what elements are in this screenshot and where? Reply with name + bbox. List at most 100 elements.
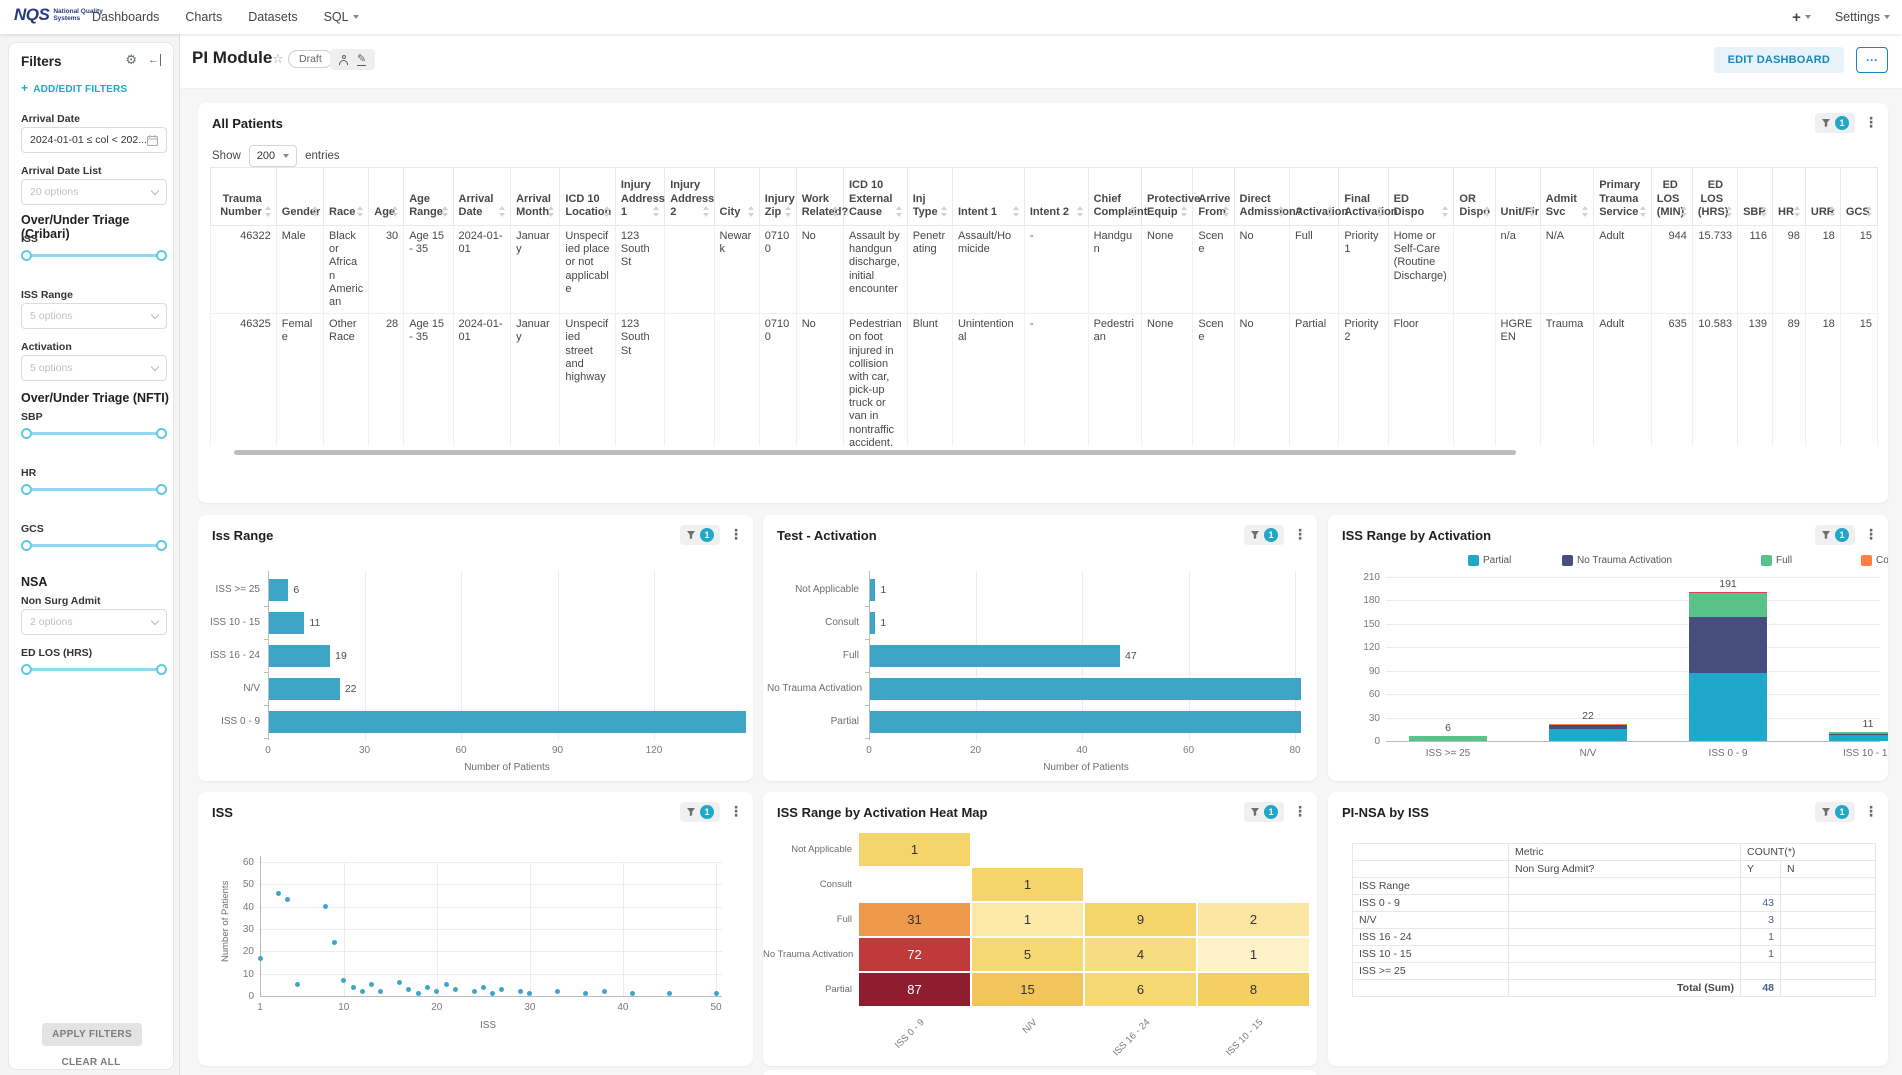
column-header[interactable]: Protective Equip (1141, 167, 1200, 226)
iss-range-select[interactable]: 5 options (21, 303, 167, 329)
nav-dashboards[interactable]: Dashboards (92, 10, 160, 24)
bar-segment[interactable] (1689, 592, 1767, 617)
column-header[interactable]: HR (1772, 167, 1806, 226)
column-header[interactable]: Gender (275, 167, 325, 226)
more-options-button[interactable]: ··· (1856, 47, 1888, 73)
data-point[interactable] (518, 989, 524, 995)
column-header[interactable]: Age (368, 167, 405, 226)
activation-select[interactable]: 5 options (21, 355, 167, 381)
column-header[interactable]: ICD 10 Location (559, 167, 616, 226)
heat-cell[interactable] (858, 867, 971, 902)
heat-cell[interactable]: 5 (971, 937, 1084, 972)
kebab-menu-icon[interactable]: ⋮ (1293, 804, 1307, 820)
data-point[interactable] (359, 989, 365, 995)
heat-cell[interactable]: 9 (1084, 902, 1197, 937)
data-point[interactable] (276, 890, 282, 896)
user-icon[interactable] (339, 54, 348, 65)
heat-cell[interactable] (1084, 832, 1197, 867)
bar[interactable] (870, 578, 876, 601)
bar-segment[interactable] (1549, 724, 1627, 726)
column-header[interactable]: Primary Trauma Service (1593, 167, 1652, 226)
heat-cell[interactable] (1197, 832, 1310, 867)
column-header[interactable]: Intent 1 (951, 167, 1025, 226)
bar[interactable] (870, 644, 1121, 667)
column-header[interactable]: URR (1804, 167, 1841, 226)
sbp-slider[interactable] (21, 427, 167, 439)
bar-segment[interactable] (1549, 723, 1627, 725)
data-point[interactable] (341, 977, 347, 983)
filter-indicator[interactable]: 1 (1244, 802, 1284, 822)
bar-segment[interactable] (1689, 616, 1767, 674)
new-item-button[interactable]: + (1792, 9, 1811, 26)
bar[interactable] (870, 611, 876, 634)
filter-indicator[interactable]: 1 (680, 525, 720, 545)
bar-segment[interactable] (1689, 673, 1767, 741)
column-header[interactable]: Injury Zip (758, 167, 797, 226)
bar-segment[interactable] (1689, 591, 1767, 593)
data-point[interactable] (443, 982, 449, 988)
collapse-panel-icon[interactable]: ← (148, 54, 161, 66)
bar[interactable] (269, 578, 289, 601)
filter-indicator[interactable]: 1 (1815, 802, 1855, 822)
entries-select[interactable]: 200 (248, 145, 298, 167)
nav-charts[interactable]: Charts (185, 10, 223, 24)
iss-slider[interactable] (21, 249, 167, 261)
data-point[interactable] (583, 991, 589, 997)
column-header[interactable]: SBP (1737, 167, 1773, 226)
data-point[interactable] (257, 955, 263, 961)
heat-cell[interactable]: 15 (971, 972, 1084, 1007)
column-header[interactable]: OR Dispo (1453, 167, 1496, 226)
nav-datasets[interactable]: Datasets (248, 10, 298, 24)
column-header[interactable]: ED LOS (MIN) (1650, 167, 1693, 226)
nqs-logo[interactable]: NQS National Quality Systems (14, 5, 103, 24)
arrival-date-input[interactable]: 2024-01-01 ≤ col < 202... (21, 127, 167, 153)
column-header[interactable]: Chief Complaint (1087, 167, 1147, 226)
favorite-star-icon[interactable]: ☆ (272, 52, 284, 67)
data-point[interactable] (434, 989, 440, 995)
column-header[interactable]: ED LOS (HRS) (1691, 167, 1739, 226)
data-point[interactable] (666, 991, 672, 997)
data-point[interactable] (378, 989, 384, 995)
bar-segment[interactable] (1409, 736, 1487, 741)
edit-dashboard-button[interactable]: EDIT DASHBOARD (1713, 47, 1844, 73)
column-header[interactable]: Injury Address 1 (614, 167, 666, 226)
data-point[interactable] (294, 982, 300, 988)
kebab-menu-icon[interactable]: ⋮ (1864, 527, 1878, 543)
heat-cell[interactable]: 1 (1197, 937, 1310, 972)
data-point[interactable] (452, 986, 458, 992)
bar[interactable] (870, 677, 1301, 700)
heat-cell[interactable]: 6 (1084, 972, 1197, 1007)
kebab-menu-icon[interactable]: ⋮ (729, 527, 743, 543)
arrival-date-list-select[interactable]: 20 options (21, 179, 167, 205)
kebab-menu-icon[interactable]: ⋮ (729, 804, 743, 820)
heat-cell[interactable] (1084, 867, 1197, 902)
kebab-menu-icon[interactable]: ⋮ (1864, 804, 1878, 820)
heat-cell[interactable]: 1 (971, 902, 1084, 937)
heat-cell[interactable]: 2 (1197, 902, 1310, 937)
legend-item[interactable]: Consult (1861, 555, 1888, 566)
apply-filters-button[interactable]: APPLY FILTERS (42, 1023, 142, 1046)
column-header[interactable]: Admit Svc (1539, 167, 1595, 226)
data-point[interactable] (471, 989, 477, 995)
horizontal-scrollbar[interactable] (234, 450, 1516, 455)
bar-segment[interactable] (1829, 733, 1888, 735)
data-point[interactable] (490, 991, 496, 997)
hr-slider[interactable] (21, 483, 167, 495)
data-point[interactable] (555, 989, 561, 995)
non-surg-admit-select[interactable]: 2 options (21, 609, 167, 635)
gcs-slider[interactable] (21, 539, 167, 551)
column-header[interactable]: Trauma Number (210, 167, 277, 226)
column-header[interactable]: Unit/Flr (1494, 167, 1541, 226)
heat-cell[interactable]: 1 (858, 832, 971, 867)
data-point[interactable] (369, 982, 375, 988)
bar-segment[interactable] (1829, 734, 1888, 741)
bar[interactable] (269, 710, 746, 733)
column-header[interactable]: Activation (1288, 167, 1348, 226)
column-header[interactable]: Race (323, 167, 370, 226)
column-header[interactable]: Age Range (403, 167, 454, 226)
filter-indicator[interactable]: 1 (1815, 113, 1855, 133)
data-point[interactable] (415, 991, 421, 997)
column-header[interactable]: Final Activation (1338, 167, 1398, 226)
heat-cell[interactable] (1197, 867, 1310, 902)
data-point[interactable] (480, 984, 486, 990)
